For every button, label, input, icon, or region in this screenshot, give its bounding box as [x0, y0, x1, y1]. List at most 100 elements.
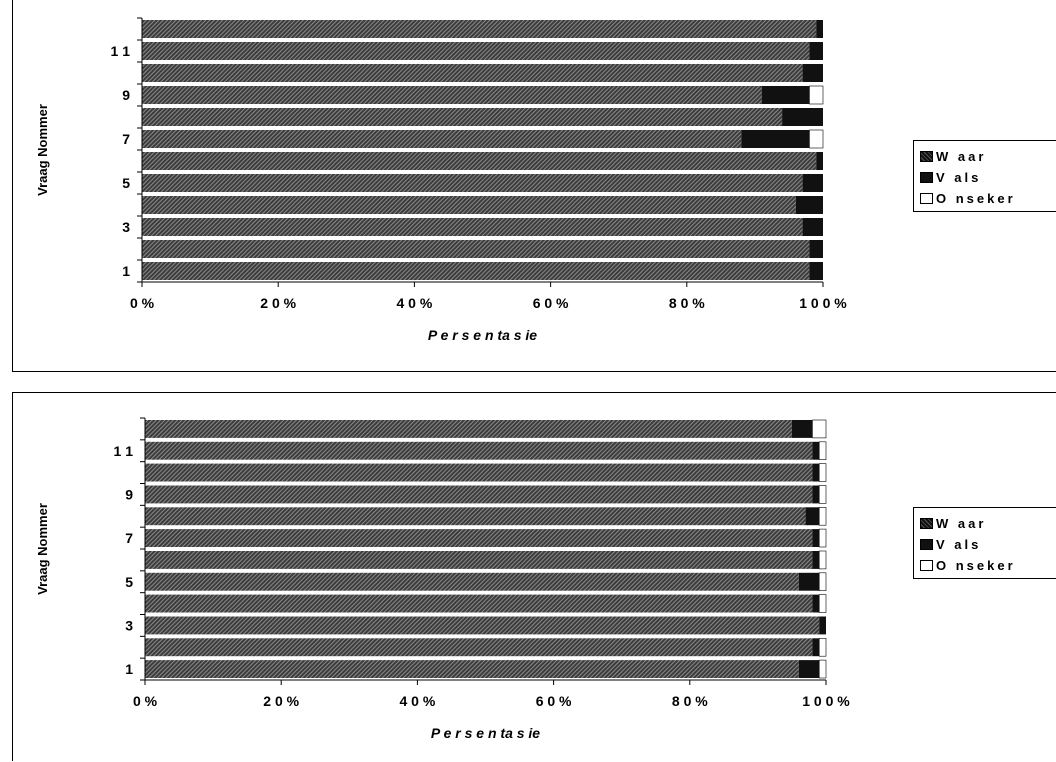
x-tick-label: 8 0 %	[672, 693, 708, 709]
x-tick-label: 2 0 %	[263, 693, 299, 709]
x-tick-label: 6 0 %	[533, 295, 569, 311]
y-tick-label: 1	[122, 263, 130, 279]
y-tick-label: 3	[122, 219, 130, 235]
legend-label-waar: W aar	[936, 516, 987, 531]
bar-9-series-1	[812, 485, 820, 504]
y-axis-title: Vraag Nommer	[35, 104, 50, 196]
bar-6-series-1	[812, 551, 820, 569]
bar-10-series-0	[142, 64, 803, 82]
legend-item-onseker: O nseker	[920, 188, 1056, 209]
bar-11-series-0	[145, 441, 813, 460]
bar-4-series-0	[142, 196, 796, 214]
x-axis-title: P e r s e n ta s ie	[428, 327, 537, 343]
legend-swatch-waar	[920, 518, 933, 529]
bar-3-series-1	[819, 616, 826, 635]
bar-10-series-2	[818, 463, 827, 482]
y-tick-label: 9	[122, 87, 130, 103]
legend-swatch-vals	[920, 172, 933, 183]
bar-8-series-0	[142, 108, 783, 126]
y-tick-label: 1 1	[111, 43, 131, 59]
x-tick-label: 2 0 %	[260, 295, 296, 311]
bar-5-series-1	[802, 174, 823, 192]
bar-9-series-1	[761, 86, 810, 104]
bar-6-series-2	[818, 550, 827, 570]
bar-10-series-1	[812, 463, 820, 482]
bar-7-series-1	[812, 529, 820, 547]
bar-9-series-2	[818, 485, 827, 504]
y-tick-label: 7	[125, 530, 133, 546]
bar-4-series-0	[145, 594, 813, 613]
bar-11-series-2	[818, 441, 827, 460]
y-tick-label: 5	[125, 574, 133, 590]
bar-3-series-0	[142, 218, 803, 236]
bar-9-series-0	[142, 86, 762, 104]
bar-7-series-0	[142, 130, 742, 148]
y-tick-label: 1	[125, 661, 133, 677]
bar-9-series-0	[145, 485, 813, 504]
bar-5-series-1	[798, 572, 820, 591]
bar-7-series-2	[818, 528, 827, 548]
bar-2-series-0	[145, 638, 813, 657]
bar-4-series-1	[812, 594, 820, 613]
bar-6-series-0	[142, 152, 817, 170]
x-tick-label: 1 0 0 %	[799, 295, 847, 311]
legend-label-waar: W aar	[936, 149, 987, 164]
bar-1-series-1	[798, 660, 820, 678]
legend-label-onseker: O nseker	[936, 558, 1016, 573]
legend-label-vals: V als	[936, 537, 982, 552]
y-tick-label: 9	[125, 486, 133, 502]
bar-4-series-1	[795, 196, 823, 214]
bar-12-series-2	[812, 419, 827, 439]
bar-6-series-0	[145, 551, 813, 569]
bar-3-series-1	[802, 218, 823, 236]
bar-7-series-0	[145, 529, 813, 547]
legend-label-vals: V als	[936, 170, 982, 185]
bar-1-series-2	[818, 659, 827, 679]
bar-1-series-0	[145, 660, 799, 678]
chart-panel-2: 1 3 5 7 9 1 1 0 % 2 0 % 4 0 % 6 0 % 8 0 % 1 0 0 % P …	[12, 392, 1056, 761]
bar-11-series-1	[812, 441, 820, 460]
chart-panel-1: 1 3 5 7 9 1 1 0 % 2 0 % 4 0 % 6 0 % 8 0 % 1 0 0 % P …	[12, 0, 1056, 372]
bar-12-series-0	[145, 420, 792, 438]
stacked-bar-chart-1: 1 3 5 7 9 1 1 0 % 2 0 % 4 0 % 6 0 % 8 0 % 1 0 0 % P …	[35, 17, 847, 343]
bar-7-series-2	[809, 129, 824, 149]
y-axis-title: Vraag Nommer	[35, 503, 50, 595]
bar-11-series-0	[142, 42, 810, 60]
bar-8-series-1	[805, 507, 820, 526]
legend-item-waar: W aar	[920, 146, 1056, 167]
legend-item-onseker: O nseker	[920, 555, 1056, 576]
bar-8-series-0	[145, 507, 806, 526]
bar-7-series-1	[741, 130, 810, 148]
bar-12-series-0	[142, 20, 817, 38]
bar-10-series-0	[145, 463, 813, 482]
bar-12-series-1	[816, 20, 823, 38]
legend-label-onseker: O nseker	[936, 191, 1016, 206]
bar-4-series-2	[818, 594, 827, 613]
bar-11-series-1	[809, 42, 823, 60]
bar-8-series-1	[782, 108, 823, 126]
bar-8-series-2	[818, 507, 827, 526]
bar-5-series-0	[142, 174, 803, 192]
bar-3-series-0	[145, 616, 820, 635]
legend-1: W aar V als O nseker	[913, 140, 1056, 212]
legend-item-waar: W aar	[920, 513, 1056, 534]
bar-1-series-0	[142, 262, 810, 280]
x-tick-label: 6 0 %	[536, 693, 572, 709]
x-tick-label: 0 %	[133, 693, 158, 709]
bar-2-series-1	[812, 638, 820, 657]
x-tick-label: 0 %	[130, 295, 155, 311]
bar-12-series-1	[791, 420, 813, 438]
x-tick-label: 4 0 %	[396, 295, 432, 311]
bar-2-series-1	[809, 240, 823, 258]
bar-1-series-1	[809, 262, 823, 280]
bar-9-series-2	[809, 85, 824, 105]
bar-2-series-2	[818, 638, 827, 657]
x-tick-label: 4 0 %	[399, 693, 435, 709]
bar-5-series-0	[145, 572, 799, 591]
bar-10-series-1	[802, 64, 823, 82]
stacked-bar-chart-2: 1 3 5 7 9 1 1 0 % 2 0 % 4 0 % 6 0 % 8 0 % 1 0 0 % P …	[35, 417, 850, 741]
legend-swatch-onseker	[920, 193, 933, 204]
legend-swatch-vals	[920, 539, 933, 550]
legend-item-vals: V als	[920, 167, 1056, 188]
y-tick-label: 7	[122, 131, 130, 147]
